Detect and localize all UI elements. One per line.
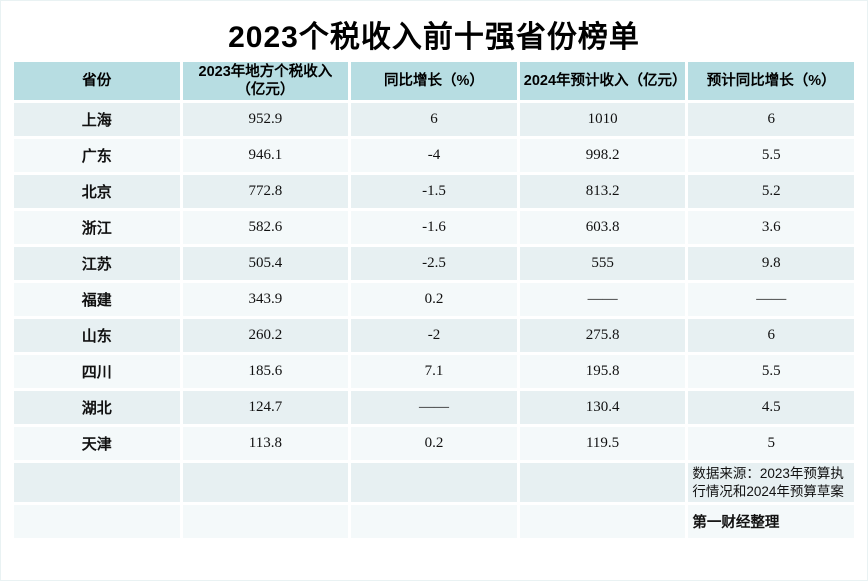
empty-cell	[519, 463, 686, 503]
header-yoy-growth: 同比增长（%）	[351, 62, 517, 101]
forecast-yoy-cell: 3.6	[688, 211, 854, 245]
table-row: 上海 952.9 6 1010 6	[14, 103, 854, 137]
credit-note: 第一财经整理	[688, 505, 854, 539]
province-cell: 山东	[14, 319, 180, 353]
empty-cell	[14, 463, 180, 503]
empty-cell	[351, 463, 517, 503]
header-province: 省份	[14, 62, 180, 101]
table-row: 湖北 124.7 —— 130.4 4.5	[14, 391, 854, 425]
forecast-yoy-cell: 5.2	[688, 175, 854, 209]
forecast-2024-cell: 555	[519, 247, 686, 281]
forecast-yoy-cell: 4.5	[688, 391, 854, 425]
income-2023-cell: 772.8	[182, 175, 349, 209]
header-forecast-2024: 2024年预计收入（亿元）	[519, 62, 687, 101]
forecast-yoy-cell: 6	[688, 103, 854, 137]
province-cell: 江苏	[14, 247, 180, 281]
header-income-2023: 2023年地方个税收入（亿元）	[182, 62, 349, 101]
yoy-growth-cell: -4	[351, 139, 517, 173]
forecast-2024-cell: 119.5	[519, 427, 686, 461]
yoy-growth-cell: -2.5	[351, 247, 517, 281]
forecast-2024-cell: 1010	[519, 103, 686, 137]
forecast-yoy-cell: 5.5	[688, 139, 854, 173]
table-row: 四川 185.6 7.1 195.8 5.5	[14, 355, 854, 389]
province-cell: 湖北	[14, 391, 180, 425]
table-container: 省份 2023年地方个税收入（亿元） 同比增长（%） 2024年预计收入（亿元）…	[1, 59, 867, 541]
income-2023-cell: 260.2	[182, 319, 349, 353]
province-cell: 广东	[14, 139, 180, 173]
table-row: 北京 772.8 -1.5 813.2 5.2	[14, 175, 854, 209]
table-row: 广东 946.1 -4 998.2 5.5	[14, 139, 854, 173]
forecast-2024-cell: 195.8	[519, 355, 686, 389]
header-forecast-yoy: 预计同比增长（%）	[688, 62, 854, 101]
yoy-growth-cell: 0.2	[351, 283, 517, 317]
table-row: 福建 343.9 0.2 —— ——	[14, 283, 854, 317]
yoy-growth-cell: 6	[351, 103, 517, 137]
province-cell: 上海	[14, 103, 180, 137]
province-cell: 天津	[14, 427, 180, 461]
income-2023-cell: 185.6	[182, 355, 349, 389]
income-2023-cell: 124.7	[182, 391, 349, 425]
yoy-growth-cell: ——	[351, 391, 517, 425]
data-source-note: 数据来源：2023年预算执行情况和2024年预算草案	[688, 463, 854, 503]
forecast-yoy-cell: 9.8	[688, 247, 854, 281]
yoy-growth-cell: -1.6	[351, 211, 517, 245]
empty-cell	[182, 505, 349, 539]
table-row: 浙江 582.6 -1.6 603.8 3.6	[14, 211, 854, 245]
forecast-2024-cell: 813.2	[519, 175, 686, 209]
income-2023-cell: 505.4	[182, 247, 349, 281]
forecast-2024-cell: ——	[519, 283, 686, 317]
forecast-yoy-cell: 6	[688, 319, 854, 353]
empty-cell	[351, 505, 517, 539]
province-cell: 北京	[14, 175, 180, 209]
forecast-2024-cell: 275.8	[519, 319, 686, 353]
forecast-yoy-cell: ——	[688, 283, 854, 317]
income-2023-cell: 582.6	[182, 211, 349, 245]
province-cell: 福建	[14, 283, 180, 317]
forecast-yoy-cell: 5.5	[688, 355, 854, 389]
yoy-growth-cell: -1.5	[351, 175, 517, 209]
yoy-growth-cell: -2	[351, 319, 517, 353]
table-row: 天津 113.8 0.2 119.5 5	[14, 427, 854, 461]
income-2023-cell: 952.9	[182, 103, 349, 137]
forecast-2024-cell: 998.2	[519, 139, 686, 173]
province-cell: 浙江	[14, 211, 180, 245]
income-2023-cell: 113.8	[182, 427, 349, 461]
forecast-2024-cell: 130.4	[519, 391, 686, 425]
empty-cell	[14, 505, 180, 539]
yoy-growth-cell: 7.1	[351, 355, 517, 389]
forecast-2024-cell: 603.8	[519, 211, 686, 245]
empty-cell	[182, 463, 349, 503]
table-row: 山东 260.2 -2 275.8 6	[14, 319, 854, 353]
yoy-growth-cell: 0.2	[351, 427, 517, 461]
page-title: 2023个税收入前十强省份榜单	[228, 21, 640, 54]
table-row-footer: 第一财经整理	[14, 505, 854, 539]
income-2023-cell: 343.9	[182, 283, 349, 317]
forecast-yoy-cell: 5	[688, 427, 854, 461]
province-tax-rank-table: 省份 2023年地方个税收入（亿元） 同比增长（%） 2024年预计收入（亿元）…	[11, 59, 857, 541]
province-cell: 四川	[14, 355, 180, 389]
income-2023-cell: 946.1	[182, 139, 349, 173]
table-row-footer: 数据来源：2023年预算执行情况和2024年预算草案	[14, 463, 854, 503]
empty-cell	[519, 505, 686, 539]
table-row: 江苏 505.4 -2.5 555 9.8	[14, 247, 854, 281]
table-header-row: 省份 2023年地方个税收入（亿元） 同比增长（%） 2024年预计收入（亿元）…	[14, 62, 854, 101]
